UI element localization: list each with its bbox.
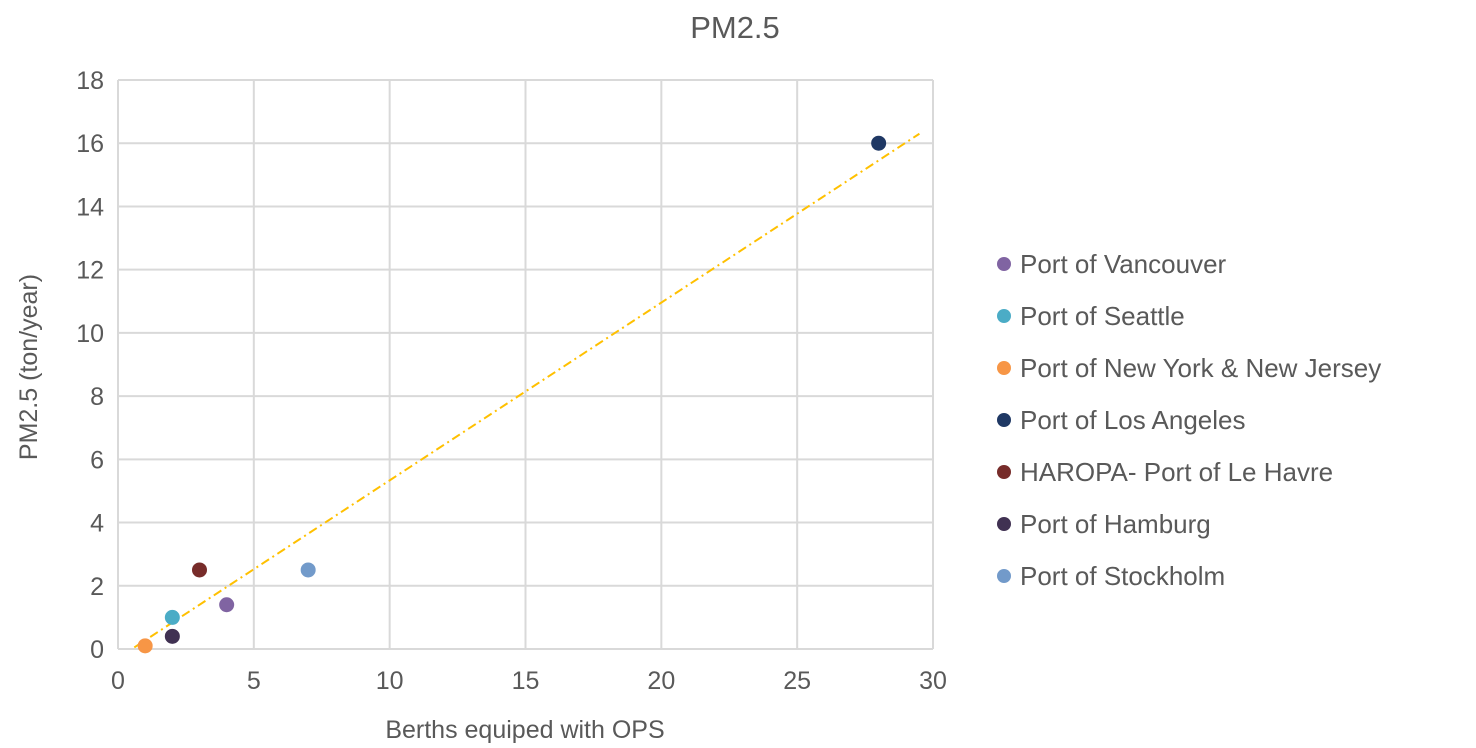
legend-marker xyxy=(997,361,1011,375)
legend: Port of Vancouver Port of Seattle Port of … xyxy=(997,249,1381,591)
x-tick-label: 25 xyxy=(783,667,811,695)
y-tick-label: 2 xyxy=(90,573,104,601)
data-point xyxy=(219,597,235,613)
x-tick-label: 5 xyxy=(247,667,261,695)
data-points xyxy=(137,135,887,654)
x-tick-label: 0 xyxy=(111,667,125,695)
data-point xyxy=(137,638,153,654)
legend-marker xyxy=(997,309,1011,323)
y-tick-label: 16 xyxy=(76,130,104,158)
legend-label: Port of Los Angeles xyxy=(1020,405,1245,435)
legend-label: Port of Stockholm xyxy=(1020,561,1225,591)
y-axis-title: PM2.5 (ton/year) xyxy=(15,274,43,460)
data-point xyxy=(300,562,316,578)
legend-label: HAROPA- Port of Le Havre xyxy=(1020,457,1333,487)
legend-marker xyxy=(997,413,1011,427)
legend-label: Port of Vancouver xyxy=(1020,249,1227,279)
y-tick-label: 4 xyxy=(90,510,104,538)
trendline-layer xyxy=(133,132,920,649)
y-tick-label: 8 xyxy=(90,383,104,411)
legend-marker xyxy=(997,465,1011,479)
y-tick-label: 0 xyxy=(90,636,104,664)
legend-marker xyxy=(997,569,1011,583)
axis-tick-labels: 0 2 4 6 8 10 12 14 16 18 0 5 10 15 20 25 30 xyxy=(76,67,947,695)
data-point xyxy=(192,562,207,578)
legend-label: Port of Hamburg xyxy=(1020,509,1211,539)
y-tick-label: 18 xyxy=(76,67,104,95)
legend-marker xyxy=(997,257,1011,271)
data-point xyxy=(164,609,180,625)
data-point xyxy=(164,628,180,644)
legend-marker xyxy=(997,517,1011,531)
grid-lines xyxy=(117,79,934,650)
trendline xyxy=(133,132,920,649)
y-tick-label: 14 xyxy=(76,193,104,221)
data-point xyxy=(871,135,887,151)
y-tick-label: 10 xyxy=(76,320,104,348)
x-tick-label: 30 xyxy=(919,667,947,695)
x-tick-label: 15 xyxy=(512,667,540,695)
y-tick-label: 6 xyxy=(90,446,104,474)
x-axis-title: Berths equiped with OPS xyxy=(385,716,664,744)
chart-title: PM2.5 xyxy=(690,10,780,45)
legend-label: Port of New York & New Jersey xyxy=(1020,353,1381,383)
x-tick-label: 10 xyxy=(376,667,404,695)
x-tick-label: 20 xyxy=(647,667,675,695)
y-tick-label: 12 xyxy=(76,257,104,285)
legend-label: Port of Seattle xyxy=(1020,301,1185,331)
